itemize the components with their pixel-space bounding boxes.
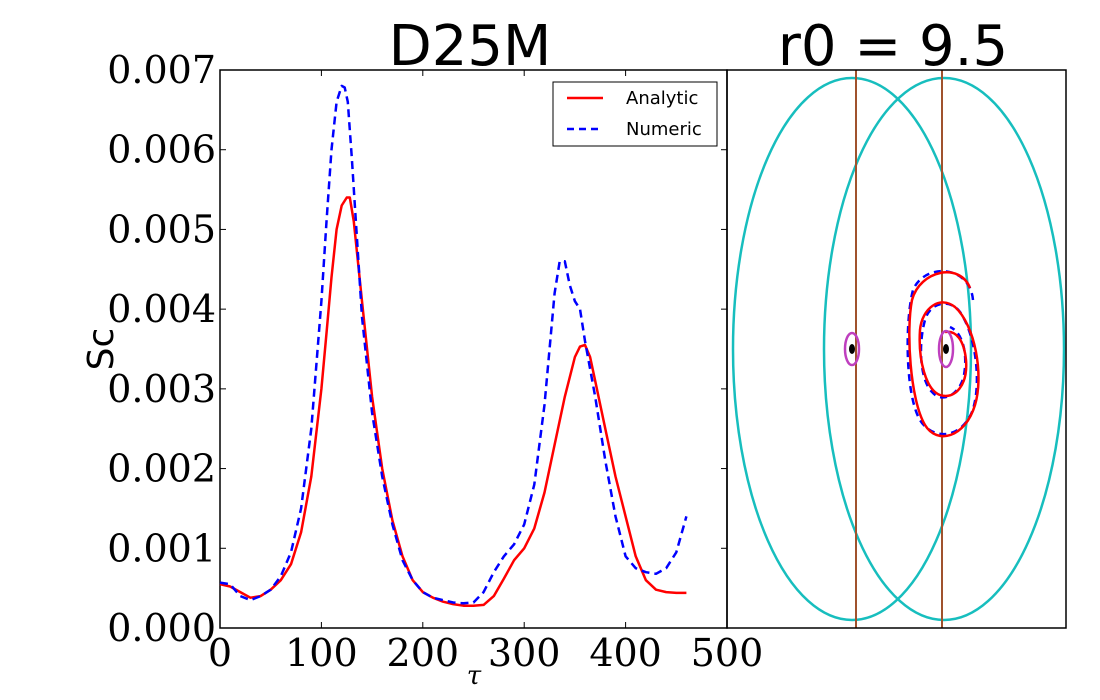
spiral-solid [908, 271, 980, 438]
center-dot-right [943, 344, 949, 354]
small-ellipse-left [843, 331, 861, 367]
x-tick-label: 200 [387, 631, 460, 675]
legend-numeric-label: Numeric [626, 119, 702, 140]
legend-box [552, 81, 718, 147]
outer-ellipse-left [731, 76, 973, 622]
left-series-group [219, 84, 688, 607]
left-chart-title: D25M [389, 14, 552, 79]
series-line-analytic [219, 196, 687, 607]
outer-ellipse-right [822, 76, 1066, 622]
left-x-axis-label: τ [467, 661, 482, 691]
left-plot-area [219, 69, 728, 629]
center-dot-left [849, 344, 855, 354]
legend: Analytic Numeric [552, 81, 718, 147]
right-diagram [726, 69, 1067, 629]
right-chart-title: r0 = 9.5 [778, 14, 1008, 79]
small-ellipse-right [937, 329, 955, 369]
series-line-numeric [219, 84, 688, 605]
y-tick-label: 0.007 [107, 48, 216, 92]
y-tick-label: 0.004 [107, 287, 216, 331]
y-tick-label: 0.002 [107, 447, 216, 491]
y-tick-label: 0.005 [107, 207, 216, 251]
y-tick-label: 0.003 [107, 367, 216, 411]
y-tick-label: 0.006 [107, 128, 216, 172]
left-y-axis-label: Sc [81, 328, 122, 371]
x-tick-label: 300 [488, 631, 561, 675]
x-tick-label: 100 [285, 631, 358, 675]
right-plot-frame [726, 69, 1067, 629]
x-tick-label: 500 [691, 631, 764, 675]
x-tick-label: 0 [208, 631, 232, 675]
left-tick-marks [219, 69, 728, 629]
y-tick-label: 0.001 [107, 526, 216, 570]
left-y-tick-labels: 0.000 0.001 0.002 0.003 0.004 0.005 0.006 0.007 [107, 48, 216, 650]
x-tick-label: 400 [589, 631, 662, 675]
legend-analytic-label: Analytic [626, 88, 698, 109]
y-tick-label: 0.000 [107, 606, 216, 650]
left-x-tick-labels: 0 100 200 300 400 500 [208, 631, 763, 675]
